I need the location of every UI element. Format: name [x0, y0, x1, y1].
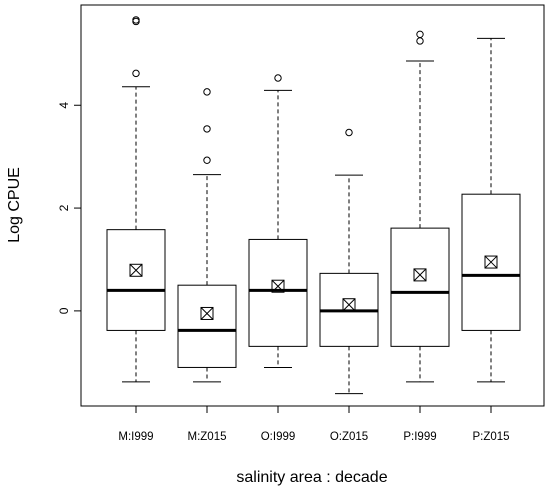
mean-marker-cross: [342, 298, 356, 312]
y-tick-label: 4: [57, 102, 71, 109]
x-axis-label: salinity area : decade: [236, 469, 387, 486]
mean-marker-cross: [129, 263, 143, 277]
x-axis: M:I999 M:Z015 O:I999 O:Z015 P:I999 P:Z015: [118, 406, 510, 443]
mean-marker: [342, 298, 356, 312]
y-tick-label: 2: [57, 204, 71, 211]
x-tick-label: P:Z015: [472, 431, 509, 443]
mean-marker: [413, 268, 427, 282]
box-group: [319, 128, 379, 395]
plot-frame: [80, 4, 545, 407]
outlier-point: [345, 128, 353, 137]
box-group: [177, 88, 237, 383]
y-tick-label: 0: [57, 307, 71, 314]
mean-marker-cross: [484, 255, 498, 269]
mean-marker-cross: [413, 268, 427, 282]
box-group: [390, 30, 450, 383]
mean-marker: [271, 279, 285, 293]
outlier-point: [203, 125, 211, 133]
x-tick-label: M:Z015: [188, 431, 227, 443]
y-axis-label: Log CPUE: [6, 167, 23, 243]
y-axis: 0 2 4: [57, 102, 81, 314]
box-group: [248, 74, 308, 368]
x-tick-label: P:I999: [403, 431, 436, 443]
outlier-point: [132, 69, 140, 78]
box-group: [106, 16, 166, 383]
mean-marker: [484, 255, 498, 269]
iqr-box: [390, 227, 450, 347]
iqr-box: [248, 238, 308, 347]
outlier-point: [416, 37, 424, 45]
iqr-box: [106, 229, 166, 331]
outlier-point: [203, 156, 211, 164]
outlier-point: [203, 88, 211, 96]
boxes-layer: [106, 16, 521, 395]
mean-marker: [200, 306, 214, 320]
x-tick-label: M:I999: [118, 431, 153, 443]
outlier-point: [416, 30, 424, 39]
box-group: [461, 37, 521, 383]
outlier-point: [274, 74, 282, 82]
mean-marker: [129, 263, 143, 277]
iqr-box: [177, 284, 237, 368]
x-tick-label: O:I999: [261, 431, 296, 443]
mean-marker-cross: [271, 279, 285, 293]
outlier-point: [132, 16, 140, 24]
x-tick-label: O:Z015: [330, 431, 368, 443]
mean-marker-cross: [200, 307, 214, 320]
